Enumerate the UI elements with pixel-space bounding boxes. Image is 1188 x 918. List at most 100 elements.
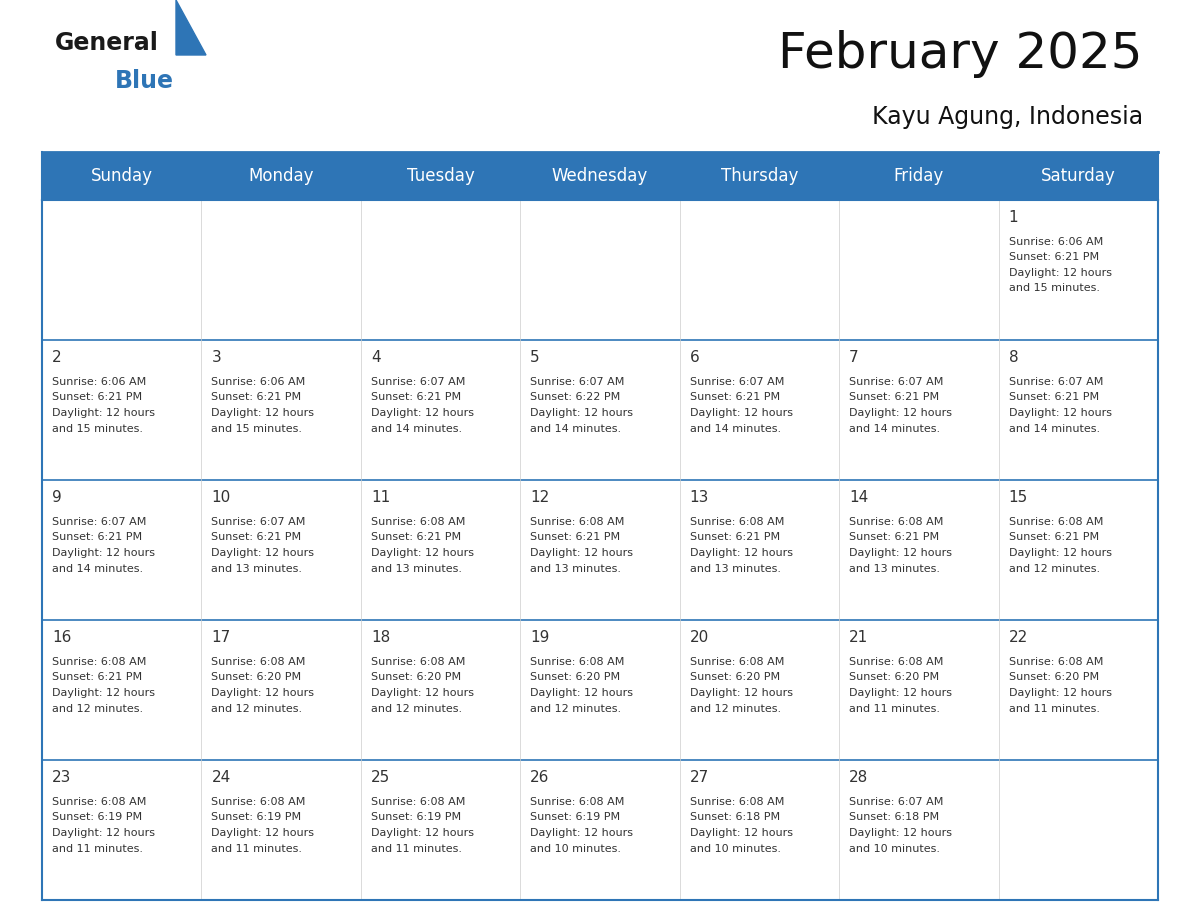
Bar — [520, 620, 680, 760]
Text: Daylight: 12 hours: Daylight: 12 hours — [371, 408, 474, 418]
Text: 10: 10 — [211, 490, 230, 505]
Text: Daylight: 12 hours: Daylight: 12 hours — [690, 688, 792, 698]
Text: 5: 5 — [530, 350, 539, 365]
Bar — [42, 152, 202, 200]
Text: Sunrise: 6:06 AM: Sunrise: 6:06 AM — [52, 377, 146, 387]
Text: Sunset: 6:19 PM: Sunset: 6:19 PM — [211, 812, 302, 823]
Text: Sunrise: 6:08 AM: Sunrise: 6:08 AM — [52, 797, 146, 807]
Text: Daylight: 12 hours: Daylight: 12 hours — [52, 828, 154, 838]
Bar — [361, 760, 520, 900]
Text: Daylight: 12 hours: Daylight: 12 hours — [849, 548, 952, 558]
Text: Sunrise: 6:08 AM: Sunrise: 6:08 AM — [690, 657, 784, 667]
Text: Daylight: 12 hours: Daylight: 12 hours — [849, 408, 952, 418]
Text: Sunset: 6:21 PM: Sunset: 6:21 PM — [52, 673, 143, 682]
Text: Sunrise: 6:07 AM: Sunrise: 6:07 AM — [849, 377, 943, 387]
Text: Daylight: 12 hours: Daylight: 12 hours — [1009, 548, 1112, 558]
Text: and 10 minutes.: and 10 minutes. — [849, 844, 940, 854]
Text: 16: 16 — [52, 630, 71, 645]
Text: 12: 12 — [530, 490, 550, 505]
Text: and 11 minutes.: and 11 minutes. — [1009, 703, 1100, 713]
Text: Sunrise: 6:07 AM: Sunrise: 6:07 AM — [690, 377, 784, 387]
Bar — [202, 152, 361, 200]
Text: Sunset: 6:21 PM: Sunset: 6:21 PM — [690, 393, 779, 402]
Text: and 15 minutes.: and 15 minutes. — [1009, 284, 1100, 294]
Text: 23: 23 — [52, 770, 71, 785]
Bar — [202, 480, 361, 620]
Text: Sunset: 6:20 PM: Sunset: 6:20 PM — [530, 673, 620, 682]
Text: Sunrise: 6:08 AM: Sunrise: 6:08 AM — [530, 657, 625, 667]
Text: 27: 27 — [690, 770, 709, 785]
Text: Sunrise: 6:08 AM: Sunrise: 6:08 AM — [371, 517, 466, 527]
Text: Tuesday: Tuesday — [406, 167, 474, 185]
Bar — [680, 152, 839, 200]
Text: 22: 22 — [1009, 630, 1028, 645]
Text: and 12 minutes.: and 12 minutes. — [1009, 564, 1100, 574]
Bar — [520, 152, 680, 200]
Text: and 14 minutes.: and 14 minutes. — [690, 423, 781, 433]
Text: 8: 8 — [1009, 350, 1018, 365]
Text: and 15 minutes.: and 15 minutes. — [211, 423, 303, 433]
Text: and 14 minutes.: and 14 minutes. — [849, 423, 940, 433]
Text: Sunset: 6:20 PM: Sunset: 6:20 PM — [371, 673, 461, 682]
Text: 19: 19 — [530, 630, 550, 645]
Text: February 2025: February 2025 — [778, 30, 1143, 78]
Bar — [361, 340, 520, 480]
Text: and 13 minutes.: and 13 minutes. — [211, 564, 303, 574]
Bar — [520, 760, 680, 900]
Bar — [999, 200, 1158, 340]
Text: Sunrise: 6:08 AM: Sunrise: 6:08 AM — [690, 797, 784, 807]
Text: and 14 minutes.: and 14 minutes. — [371, 423, 462, 433]
Text: and 12 minutes.: and 12 minutes. — [530, 703, 621, 713]
Text: Daylight: 12 hours: Daylight: 12 hours — [849, 688, 952, 698]
Text: Sunset: 6:19 PM: Sunset: 6:19 PM — [371, 812, 461, 823]
Text: Sunrise: 6:08 AM: Sunrise: 6:08 AM — [52, 657, 146, 667]
Bar — [202, 620, 361, 760]
Text: 3: 3 — [211, 350, 221, 365]
Text: Sunrise: 6:08 AM: Sunrise: 6:08 AM — [1009, 657, 1102, 667]
Text: Sunrise: 6:08 AM: Sunrise: 6:08 AM — [849, 517, 943, 527]
Bar — [999, 340, 1158, 480]
Text: Daylight: 12 hours: Daylight: 12 hours — [690, 548, 792, 558]
Text: General: General — [55, 31, 159, 55]
Polygon shape — [176, 0, 206, 55]
Text: Saturday: Saturday — [1041, 167, 1116, 185]
Text: Daylight: 12 hours: Daylight: 12 hours — [211, 688, 315, 698]
Bar — [839, 340, 999, 480]
Text: and 14 minutes.: and 14 minutes. — [52, 564, 143, 574]
Bar — [42, 152, 1158, 900]
Text: Sunrise: 6:08 AM: Sunrise: 6:08 AM — [1009, 517, 1102, 527]
Text: Daylight: 12 hours: Daylight: 12 hours — [371, 688, 474, 698]
Text: Thursday: Thursday — [721, 167, 798, 185]
Text: Daylight: 12 hours: Daylight: 12 hours — [211, 548, 315, 558]
Text: Sunset: 6:21 PM: Sunset: 6:21 PM — [211, 532, 302, 543]
Text: and 11 minutes.: and 11 minutes. — [371, 844, 462, 854]
Text: Daylight: 12 hours: Daylight: 12 hours — [52, 408, 154, 418]
Bar — [680, 480, 839, 620]
Text: and 15 minutes.: and 15 minutes. — [52, 423, 143, 433]
Text: 14: 14 — [849, 490, 868, 505]
Text: Sunset: 6:21 PM: Sunset: 6:21 PM — [211, 393, 302, 402]
Text: Wednesday: Wednesday — [552, 167, 649, 185]
Text: Sunset: 6:21 PM: Sunset: 6:21 PM — [371, 393, 461, 402]
Text: Sunset: 6:22 PM: Sunset: 6:22 PM — [530, 393, 620, 402]
Text: 18: 18 — [371, 630, 390, 645]
Text: 11: 11 — [371, 490, 390, 505]
Bar — [361, 480, 520, 620]
Text: Daylight: 12 hours: Daylight: 12 hours — [530, 688, 633, 698]
Text: Daylight: 12 hours: Daylight: 12 hours — [52, 548, 154, 558]
Text: Sunset: 6:21 PM: Sunset: 6:21 PM — [690, 532, 779, 543]
Bar — [520, 200, 680, 340]
Text: Sunset: 6:20 PM: Sunset: 6:20 PM — [690, 673, 779, 682]
Text: 4: 4 — [371, 350, 380, 365]
Bar — [202, 200, 361, 340]
Text: Blue: Blue — [115, 69, 173, 93]
Bar — [680, 760, 839, 900]
Text: and 11 minutes.: and 11 minutes. — [52, 844, 143, 854]
Text: Daylight: 12 hours: Daylight: 12 hours — [530, 828, 633, 838]
Text: and 10 minutes.: and 10 minutes. — [690, 844, 781, 854]
Text: Sunrise: 6:08 AM: Sunrise: 6:08 AM — [211, 657, 305, 667]
Text: Daylight: 12 hours: Daylight: 12 hours — [530, 548, 633, 558]
Text: Sunrise: 6:08 AM: Sunrise: 6:08 AM — [211, 797, 305, 807]
Text: Kayu Agung, Indonesia: Kayu Agung, Indonesia — [872, 105, 1143, 129]
Text: Sunday: Sunday — [90, 167, 153, 185]
